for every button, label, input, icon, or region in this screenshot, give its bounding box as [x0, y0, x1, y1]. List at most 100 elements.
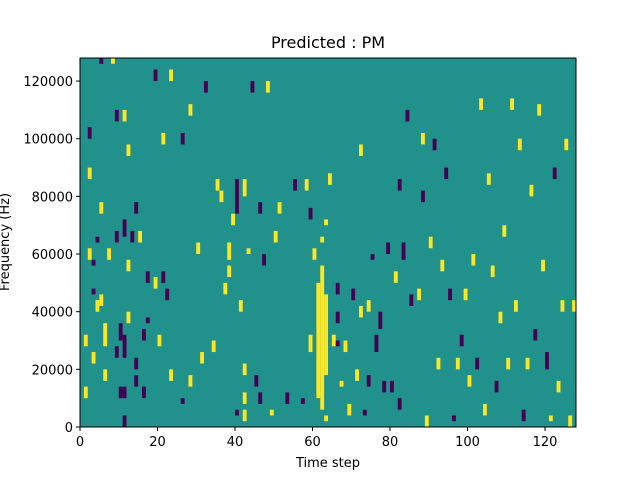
heatmap-cell-low [366, 375, 371, 387]
heatmap-cell-low [87, 127, 92, 139]
heatmap-cell-low [235, 409, 239, 416]
heatmap-cell-high [304, 179, 309, 191]
heatmap-cell-high [91, 352, 96, 364]
heatmap-cell-high [541, 259, 545, 272]
heatmap-cell-low [235, 179, 239, 214]
heatmap-cell-high [560, 300, 565, 312]
x-tick-label: 120 [533, 435, 558, 450]
heatmap-cell-low [118, 323, 123, 341]
heatmap-cell-high [266, 81, 270, 93]
y-tick-label: 100000 [23, 133, 73, 148]
y-tick-label: 40000 [32, 306, 73, 321]
heatmap-cell-low [145, 271, 150, 283]
heatmap-cell-high [219, 190, 224, 203]
heatmap-cell-high [211, 340, 216, 353]
heatmap-cell-high [502, 225, 507, 237]
heatmap-cell-low [421, 190, 425, 203]
heatmap-cell-low [335, 340, 340, 347]
heatmap-cell-high [467, 375, 472, 387]
heatmap-cell-high [568, 415, 573, 427]
heatmap-cell-low [521, 409, 526, 422]
heatmap-cell-low [386, 242, 390, 255]
y-tick-label: 0 [65, 421, 73, 436]
x-tick-label: 60 [304, 435, 321, 450]
heatmap-cell-high [514, 300, 518, 312]
heatmap-cell-high [564, 138, 569, 151]
heatmap-cell-low [552, 167, 557, 180]
heatmap-cell-high [87, 167, 92, 180]
x-axis: 0 20 40 60 80 100 120 [76, 427, 558, 450]
heatmap-cell-high [269, 409, 274, 416]
heatmap-cell-low [114, 346, 119, 358]
heatmap-cell-high [223, 282, 228, 295]
heatmap-cell-high [483, 403, 487, 416]
heatmap-cell-high [316, 282, 321, 399]
heatmap-cell-low [91, 288, 96, 295]
heatmap-cell-low [401, 242, 406, 260]
heatmap-cell-high [572, 300, 576, 312]
heatmap-cell-high [359, 144, 363, 157]
heatmap-cell-high [428, 236, 433, 249]
heatmap-cell-high [424, 415, 429, 427]
heatmap-cell-low [130, 230, 135, 243]
heatmap-cell-low [397, 179, 402, 191]
heatmap-cell-high [83, 334, 88, 347]
heatmap-cell-high [324, 415, 328, 422]
heatmap-cell-low [432, 138, 437, 151]
heatmap-cell-low [134, 357, 139, 370]
heatmap-cells [83, 58, 576, 427]
heatmap-cell-low [145, 317, 150, 324]
heatmap-cell-high [99, 202, 104, 214]
heatmap-cell-low [390, 380, 394, 393]
heatmap-cell-high [126, 311, 131, 324]
heatmap-cell-low [142, 386, 146, 399]
heatmap-cell-high [242, 392, 247, 404]
y-tick-label: 120000 [23, 75, 73, 90]
heatmap-cell-low [444, 167, 449, 180]
heatmap-cell-high [153, 277, 158, 289]
heatmap-cell-high [548, 415, 553, 422]
heatmap-cell-high [169, 369, 173, 381]
heatmap-cell-low [180, 132, 185, 145]
heatmap-cell-high [122, 109, 127, 122]
heatmap-cell-low [293, 179, 297, 191]
heatmap-cell-high [486, 173, 491, 185]
heatmap-cell-high [188, 104, 193, 116]
heatmap-cell-low [475, 357, 480, 370]
heatmap-cell-high [231, 213, 235, 226]
heatmap-cell-low [165, 288, 170, 301]
heatmap-cell-high [215, 179, 220, 191]
heatmap-cell-low [122, 334, 127, 358]
heatmap-cell-high [95, 300, 100, 312]
heatmap-cell-high [510, 98, 514, 110]
heatmap-cell-high [324, 294, 328, 376]
heatmap-cell-high [242, 409, 247, 422]
heatmap-cell-high [347, 403, 352, 416]
heatmap-cell-low [250, 81, 255, 93]
heatmap-cell-high [157, 334, 162, 347]
heatmap-cell-high [246, 248, 251, 255]
heatmap-cell-high [343, 340, 348, 353]
heatmap-cell-high [83, 386, 88, 399]
heatmap-cell-high [490, 265, 495, 278]
heatmap-cell-high [242, 179, 247, 197]
heatmap-cell-low [370, 254, 375, 260]
heatmap-cell-high [498, 311, 503, 324]
heatmap-cell-low [409, 294, 414, 306]
heatmap-cell-low [382, 380, 387, 393]
heatmap-cell-high [556, 380, 561, 393]
heatmap-cell-low [335, 282, 340, 295]
plot-frame [79, 57, 577, 428]
heatmap-cell-low [397, 398, 402, 410]
heatmap-cell-high [421, 132, 425, 145]
heatmap-cell-high [196, 242, 201, 255]
heatmap-cell-high [331, 334, 336, 347]
heatmap-cell-low [161, 271, 166, 283]
x-tick-label: 40 [227, 435, 244, 450]
heatmap-cell-high [525, 357, 530, 370]
heatmap-cell-low [180, 398, 185, 404]
heatmap-cell-low [459, 334, 464, 347]
heatmap-cell-low [122, 219, 127, 237]
y-tick-label: 60000 [32, 248, 73, 263]
heatmap-cell-high [355, 369, 359, 381]
